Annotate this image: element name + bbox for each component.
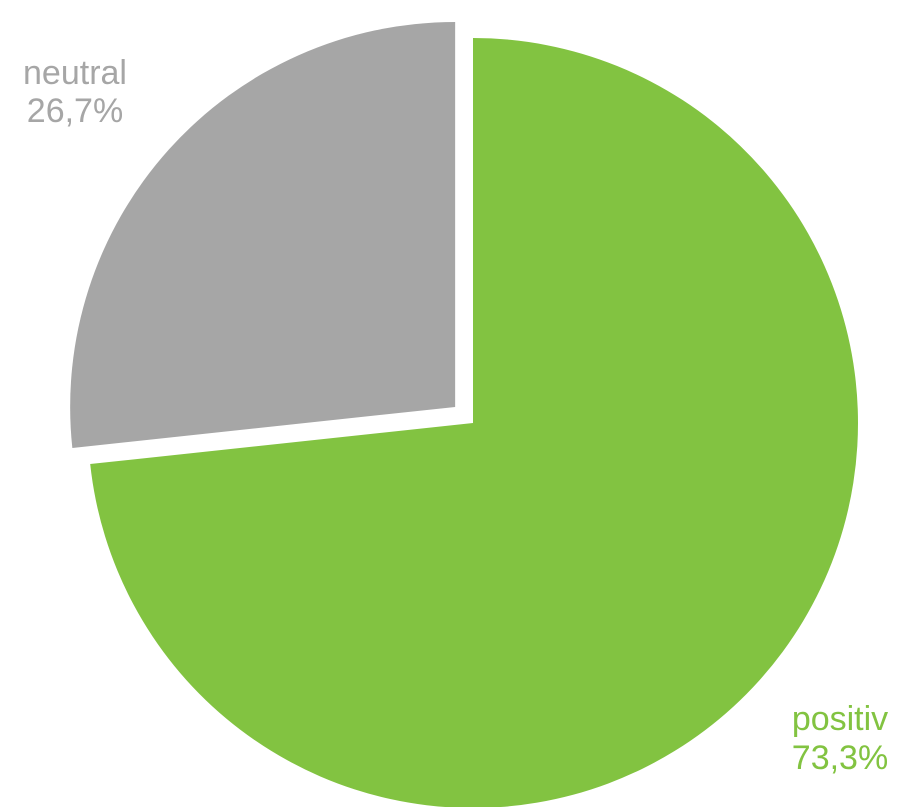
pie-slice-neutral xyxy=(70,21,456,449)
slice-value-neutral: 26,7% xyxy=(27,92,123,130)
slice-name-neutral: neutral xyxy=(23,54,127,92)
slice-label-positiv: positiv 73,3% xyxy=(792,700,888,777)
pie-slices xyxy=(70,21,858,807)
slice-name-positiv: positiv xyxy=(792,700,888,738)
pie-slice-positiv xyxy=(90,38,858,807)
slice-label-neutral: neutral 26,7% xyxy=(23,54,127,130)
slice-value-positiv: 73,3% xyxy=(792,739,888,777)
